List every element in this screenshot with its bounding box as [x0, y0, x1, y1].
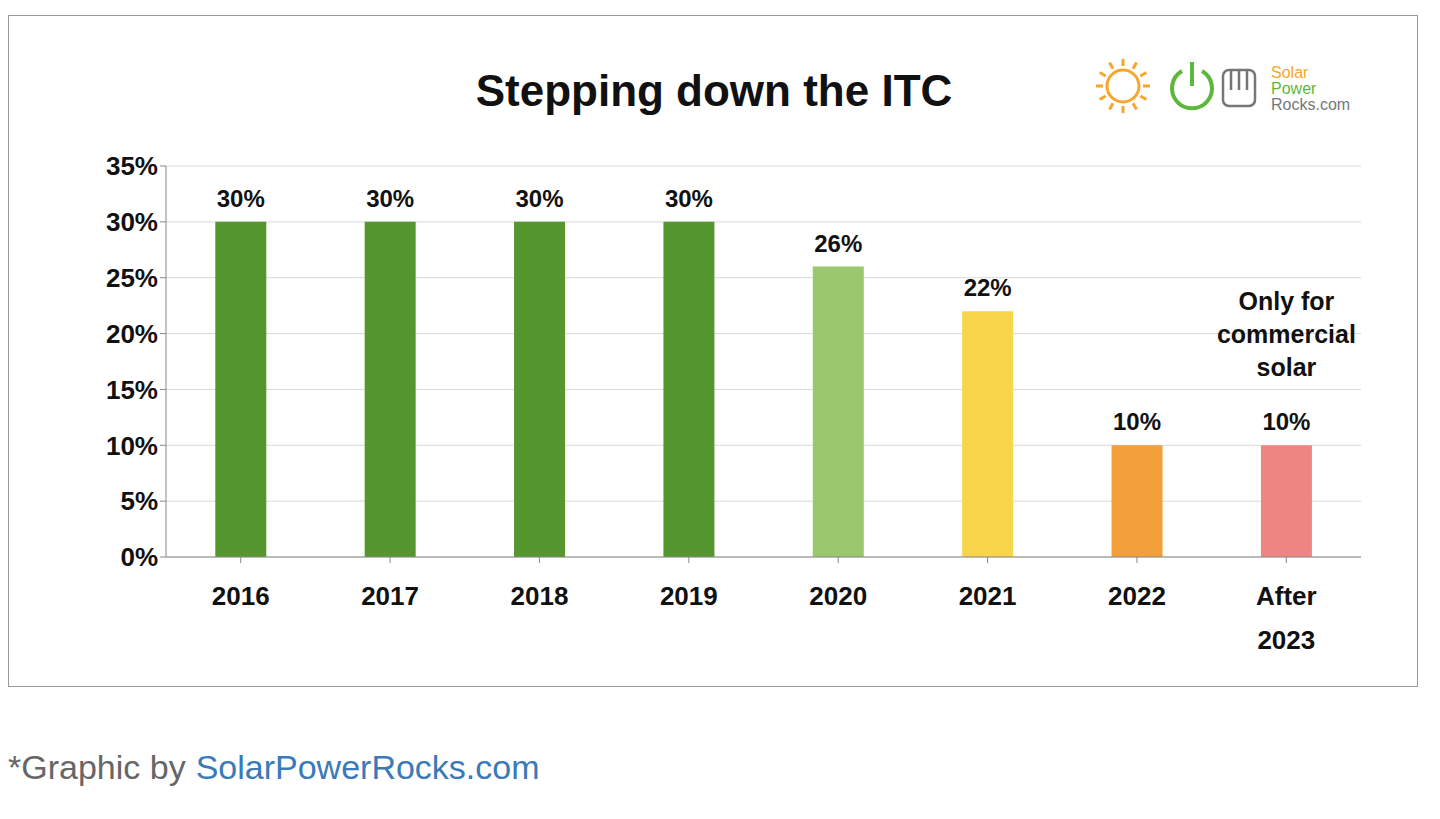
html-text:Stepping down the ITC: Stepping down the ITC — [475, 66, 953, 115]
svg-text:30%: 30% — [106, 207, 158, 237]
svg-text:10%: 10% — [106, 431, 158, 461]
svg-text:10%: 10% — [1262, 408, 1310, 435]
svg-text:2018: 2018 — [511, 581, 569, 611]
svg-text:30%: 30% — [516, 185, 564, 212]
svg-text:2022: 2022 — [1108, 581, 1166, 611]
svg-text:20%: 20% — [106, 319, 158, 349]
svg-text:30%: 30% — [217, 185, 265, 212]
svg-text:2020: 2020 — [809, 581, 867, 611]
svg-text:5%: 5% — [120, 486, 158, 516]
svg-text:30%: 30% — [366, 185, 414, 212]
svg-text:0%: 0% — [120, 542, 158, 572]
svg-text:2016: 2016 — [212, 581, 270, 611]
svg-text:After: After — [1256, 581, 1317, 611]
svg-text:commercial: commercial — [1217, 320, 1356, 348]
svg-text:Only for: Only for — [1238, 287, 1334, 315]
svg-text:2017: 2017 — [361, 581, 419, 611]
svg-text:25%: 25% — [106, 263, 158, 293]
svg-text:2023: 2023 — [1257, 625, 1315, 655]
svg-text:26%: 26% — [814, 230, 862, 257]
svg-text:30%: 30% — [665, 185, 713, 212]
svg-text:Power: Power — [1271, 80, 1317, 97]
svg-text:2019: 2019 — [660, 581, 718, 611]
svg-text:15%: 15% — [106, 375, 158, 405]
html-text:*Graphic by SolarPowerRocks.co: *Graphic by SolarPowerRocks.com — [8, 748, 540, 786]
svg-text:solar: solar — [1257, 353, 1317, 381]
svg-text:10%: 10% — [1113, 408, 1161, 435]
svg-text:Solar: Solar — [1271, 64, 1309, 81]
svg-text:35%: 35% — [106, 151, 158, 181]
svg-text:22%: 22% — [964, 274, 1012, 301]
svg-text:Rocks.com: Rocks.com — [1271, 96, 1350, 113]
svg-text:2021: 2021 — [959, 581, 1017, 611]
